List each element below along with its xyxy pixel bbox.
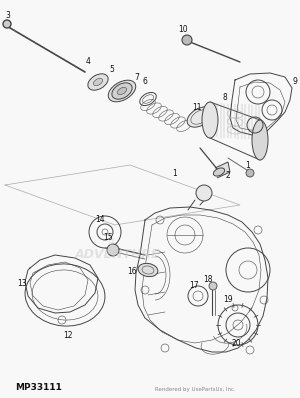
Text: 3: 3 <box>6 10 10 20</box>
Polygon shape <box>215 162 230 178</box>
Text: 19: 19 <box>223 295 233 304</box>
Text: Rendered by UsePartsUs, Inc.: Rendered by UsePartsUs, Inc. <box>154 388 236 392</box>
Text: 6: 6 <box>142 78 147 86</box>
Text: 15: 15 <box>103 234 113 242</box>
Circle shape <box>107 244 119 256</box>
Text: 20: 20 <box>231 339 241 349</box>
Circle shape <box>209 282 217 290</box>
Text: 10: 10 <box>178 25 188 35</box>
Text: ∨: ∨ <box>105 235 115 249</box>
Text: 2: 2 <box>226 172 230 181</box>
Circle shape <box>246 169 254 177</box>
Ellipse shape <box>202 102 218 138</box>
Ellipse shape <box>108 80 136 102</box>
Text: MP33111: MP33111 <box>15 384 62 392</box>
Text: 5: 5 <box>110 66 114 74</box>
Text: 16: 16 <box>127 267 137 277</box>
Circle shape <box>196 185 212 201</box>
Ellipse shape <box>88 74 108 90</box>
Ellipse shape <box>117 88 127 95</box>
Ellipse shape <box>187 107 213 127</box>
Text: 7: 7 <box>135 74 140 82</box>
Text: 8: 8 <box>223 94 227 103</box>
Circle shape <box>182 35 192 45</box>
Text: ADVENTURE: ADVENTURE <box>75 248 161 261</box>
Text: 18: 18 <box>203 275 213 285</box>
Ellipse shape <box>252 120 268 160</box>
Text: 1: 1 <box>172 168 177 178</box>
Text: 1: 1 <box>246 160 250 170</box>
Ellipse shape <box>213 168 225 176</box>
Text: 12: 12 <box>63 330 73 339</box>
Text: 13: 13 <box>17 279 27 287</box>
Text: 9: 9 <box>292 78 297 86</box>
Text: 11: 11 <box>192 103 202 113</box>
Ellipse shape <box>93 78 103 86</box>
Circle shape <box>3 20 11 28</box>
Text: 17: 17 <box>189 281 199 291</box>
Ellipse shape <box>112 83 132 99</box>
Text: 4: 4 <box>85 57 90 66</box>
Text: 14: 14 <box>95 215 105 224</box>
Ellipse shape <box>138 263 158 277</box>
